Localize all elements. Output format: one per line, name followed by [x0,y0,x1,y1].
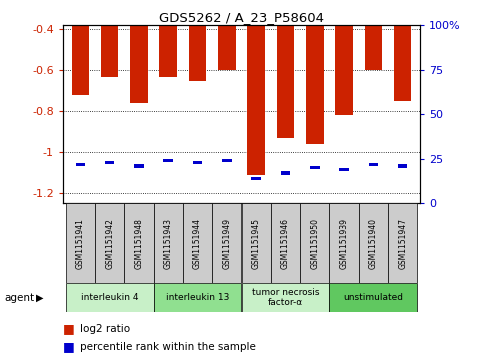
Text: GSM1151939: GSM1151939 [340,218,349,269]
Bar [251,177,261,180]
Text: GSM1151949: GSM1151949 [222,218,231,269]
Bar [329,203,359,283]
Text: GSM1151942: GSM1151942 [105,218,114,269]
Bar [66,283,154,312]
Text: GSM1151947: GSM1151947 [398,218,407,269]
Bar [329,283,417,312]
Bar [300,203,329,283]
Text: ▶: ▶ [36,293,44,303]
Bar [212,203,242,283]
Text: GSM1151944: GSM1151944 [193,218,202,269]
Bar [193,161,202,164]
Bar [388,203,417,283]
Text: GSM1151940: GSM1151940 [369,218,378,269]
Text: GSM1151943: GSM1151943 [164,218,173,269]
Bar [277,25,294,138]
Text: tumor necrosis
factor-α: tumor necrosis factor-α [252,288,319,307]
Bar [271,203,300,283]
Bar [75,163,85,166]
Text: log2 ratio: log2 ratio [80,323,130,334]
Bar [66,203,95,283]
Bar [218,25,236,70]
Bar [101,25,118,77]
Bar [71,25,89,95]
Text: GSM1151946: GSM1151946 [281,218,290,269]
Bar [335,25,353,115]
Text: GSM1151941: GSM1151941 [76,218,85,269]
Bar [154,283,242,312]
Bar [359,203,388,283]
Bar [339,168,349,171]
Title: GDS5262 / A_23_P58604: GDS5262 / A_23_P58604 [159,11,324,24]
Bar [394,25,412,101]
Bar [242,203,271,283]
Bar [105,161,114,164]
Text: ■: ■ [63,340,74,353]
Text: agent: agent [5,293,35,303]
Text: GSM1151948: GSM1151948 [134,218,143,269]
Text: ■: ■ [63,322,74,335]
Bar [247,25,265,175]
Bar [189,25,206,81]
Bar [134,164,144,168]
Text: interleukin 4: interleukin 4 [81,293,139,302]
Bar [365,25,382,70]
Bar [124,203,154,283]
Bar [183,203,212,283]
Bar [369,163,378,166]
Text: GSM1151945: GSM1151945 [252,218,261,269]
Bar [281,171,290,175]
Text: percentile rank within the sample: percentile rank within the sample [80,342,256,352]
Bar [154,203,183,283]
Bar [306,25,324,144]
Bar [242,283,329,312]
Bar [222,159,232,162]
Text: GSM1151950: GSM1151950 [310,218,319,269]
Text: unstimulated: unstimulated [343,293,403,302]
Bar [130,25,148,103]
Bar [163,159,173,162]
Bar [310,166,320,169]
Bar [95,203,124,283]
Bar [398,164,408,168]
Text: interleukin 13: interleukin 13 [166,293,229,302]
Bar [159,25,177,77]
